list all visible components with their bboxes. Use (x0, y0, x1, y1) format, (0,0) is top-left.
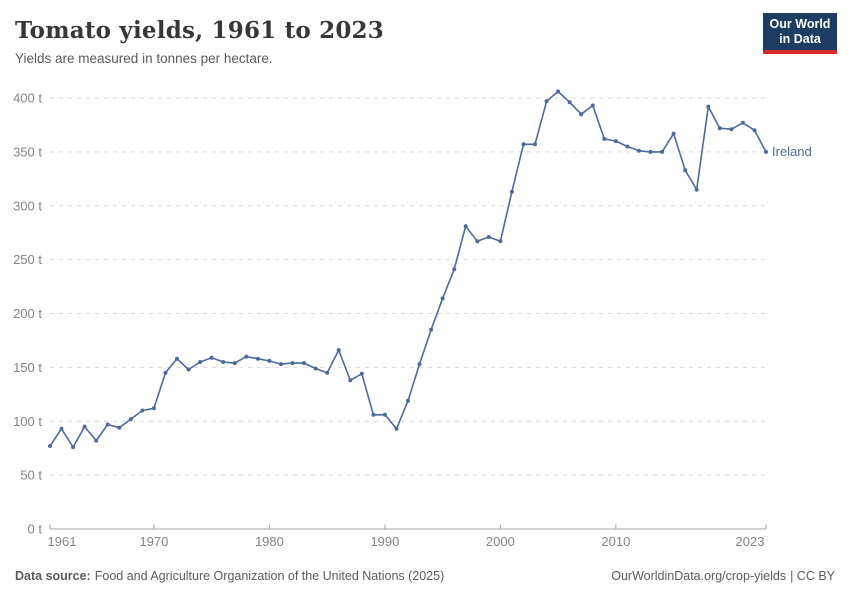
data-point[interactable] (717, 126, 722, 131)
chart-footer: Data source: Food and Agriculture Organiz… (15, 569, 835, 583)
data-point[interactable] (128, 417, 133, 422)
data-source: Data source: Food and Agriculture Organiz… (15, 569, 444, 583)
data-point[interactable] (336, 348, 341, 353)
data-point[interactable] (394, 426, 399, 431)
data-point[interactable] (521, 142, 526, 147)
data-point[interactable] (255, 356, 260, 361)
data-point[interactable] (105, 422, 110, 427)
data-point[interactable] (198, 360, 203, 364)
credit: OurWorldinData.org/crop-yields | CC BY (611, 569, 835, 583)
data-point[interactable] (637, 148, 641, 153)
data-point[interactable] (94, 438, 99, 443)
y-tick-label: 400 t (13, 91, 42, 106)
data-point[interactable] (579, 112, 584, 117)
y-tick-label: 150 t (13, 360, 42, 375)
data-point[interactable] (232, 361, 237, 366)
x-tick-label: 1961 (48, 534, 77, 549)
x-tick-label: 1980 (255, 534, 284, 549)
data-point[interactable] (371, 412, 376, 417)
y-tick-label: 50 t (20, 468, 42, 483)
data-point[interactable] (59, 426, 64, 431)
page-title: Tomato yields, 1961 to 2023 (15, 17, 384, 44)
data-point[interactable] (694, 187, 699, 192)
data-point[interactable] (660, 149, 665, 154)
data-point[interactable] (48, 444, 52, 448)
data-point[interactable] (533, 142, 537, 147)
data-point[interactable] (279, 362, 283, 367)
data-point[interactable] (452, 267, 457, 272)
data-point[interactable] (267, 358, 272, 363)
data-point[interactable] (683, 168, 688, 173)
data-point[interactable] (82, 424, 87, 429)
data-source-label: Data source: (15, 569, 91, 583)
x-tick-label: 2010 (601, 534, 630, 549)
data-point[interactable] (729, 127, 734, 132)
data-point[interactable] (544, 99, 549, 104)
data-point[interactable] (486, 235, 491, 239)
data-point[interactable] (463, 224, 468, 229)
data-point[interactable] (498, 239, 503, 244)
data-point[interactable] (71, 445, 76, 450)
owid-logo-line2: in Data (779, 32, 821, 46)
data-point[interactable] (475, 239, 480, 244)
data-point[interactable] (382, 412, 387, 417)
x-tick-label: 1970 (139, 534, 168, 549)
data-point[interactable] (302, 361, 307, 366)
data-point[interactable] (209, 355, 214, 360)
owid-logo-line1: Our World (769, 17, 831, 31)
data-point[interactable] (290, 361, 295, 366)
data-point[interactable] (509, 189, 514, 194)
credit-license: | CC BY (790, 569, 835, 583)
data-point[interactable] (359, 371, 364, 376)
data-point[interactable] (671, 131, 676, 136)
y-tick-label: 0 t (28, 522, 43, 537)
data-point[interactable] (613, 139, 618, 144)
data-point[interactable] (648, 149, 653, 154)
data-point[interactable] (417, 362, 422, 367)
y-tick-label: 100 t (13, 414, 42, 429)
chart-subtitle: Yields are measured in tonnes per hectar… (15, 51, 273, 66)
data-point[interactable] (440, 296, 445, 301)
data-point[interactable] (556, 89, 561, 94)
entity-label[interactable]: Ireland (772, 143, 812, 159)
data-point[interactable] (590, 103, 595, 108)
x-tick-label: 2023 (736, 534, 765, 549)
data-point[interactable] (625, 144, 630, 149)
data-point[interactable] (752, 128, 757, 133)
data-point[interactable] (221, 360, 226, 364)
data-point[interactable] (244, 354, 249, 359)
credit-link[interactable]: OurWorldinData.org/crop-yields (611, 569, 787, 583)
y-tick-label: 300 t (13, 198, 42, 213)
y-tick-label: 350 t (13, 144, 42, 159)
data-point[interactable] (348, 378, 353, 383)
data-point[interactable] (429, 327, 434, 332)
data-point[interactable] (764, 149, 768, 154)
data-point[interactable] (706, 104, 711, 109)
data-source-text: Food and Agriculture Organization of the… (94, 569, 445, 583)
data-point[interactable] (740, 120, 745, 125)
data-point[interactable] (325, 370, 330, 375)
data-line (49, 90, 767, 448)
y-tick-label: 250 t (13, 252, 42, 267)
y-tick-label: 200 t (13, 306, 42, 321)
data-point[interactable] (117, 425, 122, 430)
data-point[interactable] (313, 366, 318, 371)
data-point[interactable] (151, 406, 156, 411)
data-point[interactable] (567, 100, 572, 105)
x-tick-label: 1990 (370, 534, 399, 549)
data-point[interactable] (406, 398, 410, 403)
data-point[interactable] (602, 136, 607, 141)
data-point[interactable] (163, 370, 168, 375)
x-tick-label: 2000 (486, 534, 515, 549)
owid-logo[interactable]: Our World in Data (763, 13, 837, 54)
data-point[interactable] (175, 356, 179, 361)
data-point[interactable] (140, 408, 145, 413)
data-point[interactable] (186, 367, 191, 372)
